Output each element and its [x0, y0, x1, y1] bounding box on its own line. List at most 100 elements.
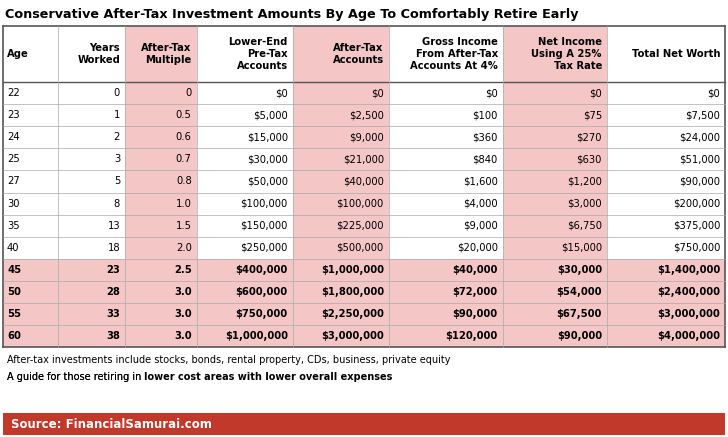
Text: 23: 23 [106, 265, 120, 275]
Text: 0.8: 0.8 [176, 177, 191, 187]
Bar [503, 193, 607, 215]
Bar [125, 149, 197, 170]
Text: $75: $75 [582, 110, 602, 120]
Text: $67,500: $67,500 [557, 309, 602, 319]
Bar [3, 149, 725, 170]
Text: $4,000: $4,000 [463, 198, 498, 208]
Text: 50: 50 [7, 287, 21, 297]
Text: $30,000: $30,000 [557, 265, 602, 275]
Text: $7,500: $7,500 [685, 110, 720, 120]
Text: $3,000: $3,000 [567, 198, 602, 208]
Text: $72,000: $72,000 [453, 287, 498, 297]
Text: $100,000: $100,000 [240, 198, 288, 208]
Text: After-Tax
Accounts: After-Tax Accounts [333, 43, 384, 65]
Text: Conservative After-Tax Investment Amounts By Age To Comfortably Retire Early: Conservative After-Tax Investment Amount… [5, 8, 579, 21]
Text: 0: 0 [186, 88, 191, 98]
Text: Lower-End
Pre-Tax
Accounts: Lower-End Pre-Tax Accounts [229, 37, 288, 71]
Text: $51,000: $51,000 [679, 154, 720, 164]
Text: $1,400,000: $1,400,000 [657, 265, 720, 275]
Text: $5,000: $5,000 [253, 110, 288, 120]
Text: 3.0: 3.0 [174, 309, 191, 319]
Text: 3: 3 [114, 154, 120, 164]
Text: $360: $360 [472, 132, 498, 142]
Text: 5: 5 [114, 177, 120, 187]
Bar [3, 325, 725, 347]
Text: 23: 23 [7, 110, 20, 120]
Bar [503, 215, 607, 237]
Bar [125, 237, 197, 259]
Text: 27: 27 [7, 177, 20, 187]
Bar [503, 104, 607, 126]
Text: $3,000,000: $3,000,000 [657, 309, 720, 319]
Text: 30: 30 [7, 198, 20, 208]
Text: $250,000: $250,000 [240, 243, 288, 253]
Bar [293, 170, 389, 193]
Bar [293, 82, 389, 104]
Bar [503, 126, 607, 149]
Text: $15,000: $15,000 [247, 132, 288, 142]
Text: 18: 18 [108, 243, 120, 253]
Text: $0: $0 [589, 88, 602, 98]
Text: Years
Worked: Years Worked [77, 43, 120, 65]
Text: $3,000,000: $3,000,000 [321, 331, 384, 341]
Text: 3.0: 3.0 [174, 287, 191, 297]
Text: $1,000,000: $1,000,000 [321, 265, 384, 275]
Text: 22: 22 [7, 88, 20, 98]
Text: $15,000: $15,000 [561, 243, 602, 253]
Text: Total Net Worth: Total Net Worth [631, 49, 720, 59]
Text: $1,800,000: $1,800,000 [321, 287, 384, 297]
Text: 24: 24 [7, 132, 20, 142]
Text: $270: $270 [577, 132, 602, 142]
Text: $375,000: $375,000 [673, 221, 720, 231]
Bar [125, 215, 197, 237]
Text: 1.0: 1.0 [176, 198, 191, 208]
Text: 40: 40 [7, 243, 20, 253]
Text: $600,000: $600,000 [236, 287, 288, 297]
Bar [503, 170, 607, 193]
Bar [125, 170, 197, 193]
Text: $40,000: $40,000 [343, 177, 384, 187]
Text: 3.0: 3.0 [174, 331, 191, 341]
Bar [3, 215, 725, 237]
Text: $90,000: $90,000 [453, 309, 498, 319]
Bar [3, 26, 725, 82]
Text: 2.5: 2.5 [174, 265, 191, 275]
Text: $54,000: $54,000 [556, 287, 602, 297]
Bar [125, 82, 197, 104]
Text: $30,000: $30,000 [247, 154, 288, 164]
Text: $100,000: $100,000 [336, 198, 384, 208]
Text: $4,000,000: $4,000,000 [657, 331, 720, 341]
Text: A guide for those retiring in: A guide for those retiring in [7, 372, 144, 382]
Text: $225,000: $225,000 [336, 221, 384, 231]
Text: 1.5: 1.5 [175, 221, 191, 231]
Text: Net Income
Using A 25%
Tax Rate: Net Income Using A 25% Tax Rate [531, 37, 602, 71]
Bar [503, 237, 607, 259]
Text: $2,250,000: $2,250,000 [321, 309, 384, 319]
Bar [3, 126, 725, 149]
Text: 0.5: 0.5 [176, 110, 191, 120]
Bar [293, 237, 389, 259]
Text: 1: 1 [114, 110, 120, 120]
Text: 8: 8 [114, 198, 120, 208]
Text: $2,400,000: $2,400,000 [657, 287, 720, 297]
Text: 13: 13 [108, 221, 120, 231]
Text: 45: 45 [7, 265, 21, 275]
Bar [293, 26, 389, 82]
Bar [293, 193, 389, 215]
Text: $1,000,000: $1,000,000 [225, 331, 288, 341]
Bar [293, 104, 389, 126]
Text: $50,000: $50,000 [247, 177, 288, 187]
Bar [293, 149, 389, 170]
Bar [125, 104, 197, 126]
Text: $750,000: $750,000 [236, 309, 288, 319]
Text: $840: $840 [472, 154, 498, 164]
Text: $630: $630 [577, 154, 602, 164]
Text: $40,000: $40,000 [452, 265, 498, 275]
Text: 35: 35 [7, 221, 20, 231]
Text: 25: 25 [7, 154, 20, 164]
Bar [3, 237, 725, 259]
Text: $0: $0 [371, 88, 384, 98]
Bar [3, 281, 725, 303]
Text: 38: 38 [106, 331, 120, 341]
Text: $9,000: $9,000 [463, 221, 498, 231]
